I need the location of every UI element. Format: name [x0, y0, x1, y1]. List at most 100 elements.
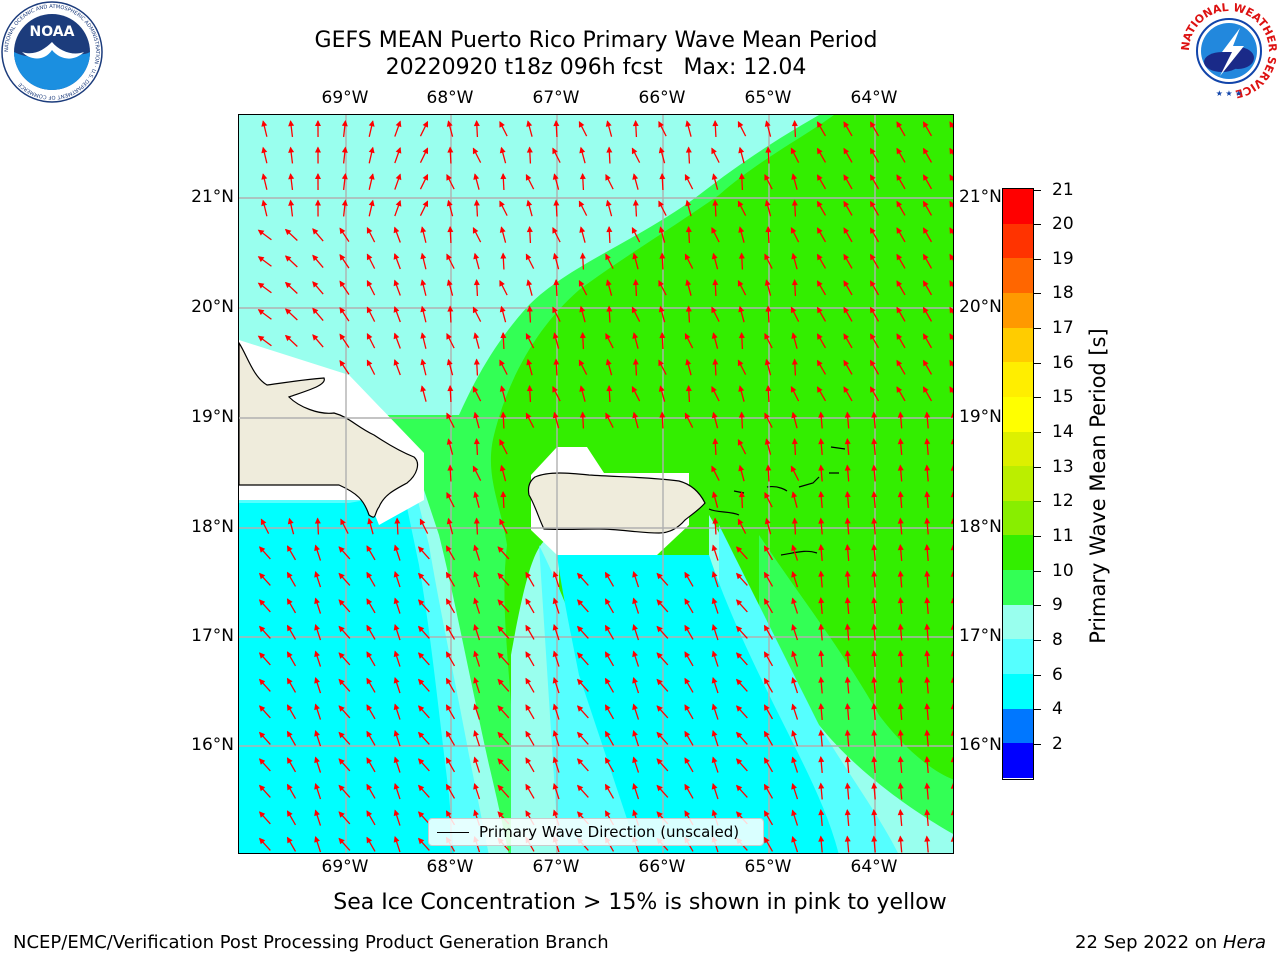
lat-label-right: 18°N	[959, 517, 1002, 537]
wave-arrow-icon	[473, 703, 481, 720]
wave-arrow-icon	[871, 809, 878, 827]
wave-arrow-icon	[393, 544, 401, 561]
wave-arrow-icon	[735, 758, 748, 772]
wave-arrow-icon	[393, 703, 401, 720]
wave-arrow-icon	[473, 782, 481, 800]
wave-arrow-icon	[658, 120, 667, 137]
wave-arrow-icon	[417, 758, 430, 772]
wave-arrow-icon	[922, 121, 933, 137]
wave-arrow-icon	[525, 173, 535, 190]
wave-arrow-icon	[472, 147, 482, 163]
wave-arrow-icon	[576, 652, 589, 666]
wave-arrow-icon	[632, 597, 640, 614]
wave-arrow-icon	[896, 147, 906, 163]
wave-arrow-icon	[816, 280, 827, 296]
wave-arrow-icon	[764, 412, 773, 428]
wave-arrow-icon	[341, 173, 348, 191]
wave-arrow-icon	[712, 120, 719, 138]
wave-arrow-icon	[737, 518, 747, 534]
wave-arrow-icon	[576, 731, 589, 745]
wave-arrow-icon	[871, 411, 878, 429]
wave-arrow-icon	[818, 782, 825, 800]
credit-date-text: 22 Sep 2022 on	[1075, 932, 1223, 953]
wave-arrow-icon	[924, 650, 931, 668]
wave-arrow-icon	[818, 544, 825, 562]
wave-arrow-icon	[790, 226, 800, 243]
wave-arrow-icon	[711, 173, 719, 190]
wave-arrow-icon	[341, 146, 348, 164]
wave-arrow-icon	[790, 385, 800, 402]
wave-arrow-icon	[897, 756, 904, 774]
wave-arrow-icon	[632, 756, 640, 773]
wave-arrow-icon	[258, 811, 271, 825]
lon-label-top: 66°W	[638, 88, 686, 108]
wave-arrow-icon	[393, 809, 401, 826]
colorbar-tick	[1034, 189, 1041, 191]
wave-arrow-icon	[525, 783, 535, 799]
wave-arrow-icon	[735, 705, 748, 719]
wave-arrow-icon	[552, 782, 560, 800]
map-legend: Primary Wave Direction (unscaled)	[428, 818, 764, 846]
wave-arrow-icon	[632, 332, 639, 349]
wave-arrow-icon	[843, 359, 853, 375]
wave-arrow-icon	[338, 705, 351, 719]
wave-arrow-icon	[473, 252, 480, 270]
wave-arrow-icon	[658, 200, 667, 216]
wave-arrow-icon	[764, 173, 773, 190]
wave-arrow-icon	[871, 650, 878, 668]
wave-arrow-icon	[604, 571, 615, 587]
wave-arrow-icon	[737, 200, 747, 216]
wave-arrow-icon	[445, 730, 456, 746]
wave-arrow-icon	[339, 333, 350, 349]
lon-label-bottom: 67°W	[532, 857, 580, 877]
wave-arrow-icon	[656, 758, 669, 772]
wave-arrow-icon	[738, 226, 745, 243]
wave-arrow-icon	[445, 677, 456, 693]
wave-arrow-icon	[552, 147, 561, 163]
wave-arrow-icon	[818, 411, 825, 429]
wave-arrow-icon	[497, 652, 510, 666]
wave-arrow-icon	[658, 226, 666, 243]
wave-arrow-icon	[473, 570, 481, 588]
wave-arrow-icon	[632, 411, 639, 429]
wave-arrow-icon	[924, 411, 931, 429]
wave-arrow-icon	[869, 359, 880, 375]
wave-arrow-icon	[499, 120, 508, 137]
wave-arrow-icon	[339, 254, 350, 269]
wave-arrow-icon	[684, 598, 694, 614]
wave-arrow-icon	[844, 650, 851, 668]
wave-arrow-icon	[420, 332, 427, 349]
wave-arrow-icon	[473, 597, 481, 614]
wave-arrow-icon	[738, 252, 745, 270]
wave-arrow-icon	[685, 305, 692, 323]
wave-arrow-icon	[922, 200, 933, 216]
wave-arrow-icon	[711, 385, 720, 402]
wave-arrow-icon	[764, 517, 772, 535]
colorbar-tick-label: 21	[1052, 179, 1074, 200]
colorbar-tick	[1034, 466, 1041, 468]
wave-arrow-icon	[526, 226, 533, 244]
wave-arrow-icon	[763, 651, 774, 667]
wave-arrow-icon	[711, 597, 719, 614]
wave-arrow-icon	[791, 756, 799, 773]
wave-arrow-icon	[394, 147, 402, 164]
colorbar-tick-label: 9	[1052, 595, 1063, 616]
colorbar-segment	[1003, 258, 1033, 294]
wave-arrow-icon	[684, 757, 694, 773]
wave-arrow-icon	[737, 279, 747, 296]
wave-arrow-icon	[897, 597, 904, 615]
wave-arrow-icon	[763, 704, 774, 720]
wave-arrow-icon	[314, 756, 322, 773]
wave-arrow-icon	[924, 464, 931, 482]
wave-arrow-icon	[497, 599, 510, 613]
wave-arrow-icon	[896, 359, 906, 375]
wave-arrow-icon	[393, 570, 401, 588]
wave-arrow-icon	[869, 253, 880, 269]
colorbar-segment	[1003, 535, 1033, 571]
wave-arrow-icon	[499, 438, 508, 455]
wave-arrow-icon	[658, 359, 667, 375]
wave-arrow-icon	[684, 173, 694, 190]
wave-arrow-icon	[314, 729, 322, 747]
wave-arrow-icon	[735, 678, 748, 692]
wave-arrow-icon	[579, 411, 586, 429]
